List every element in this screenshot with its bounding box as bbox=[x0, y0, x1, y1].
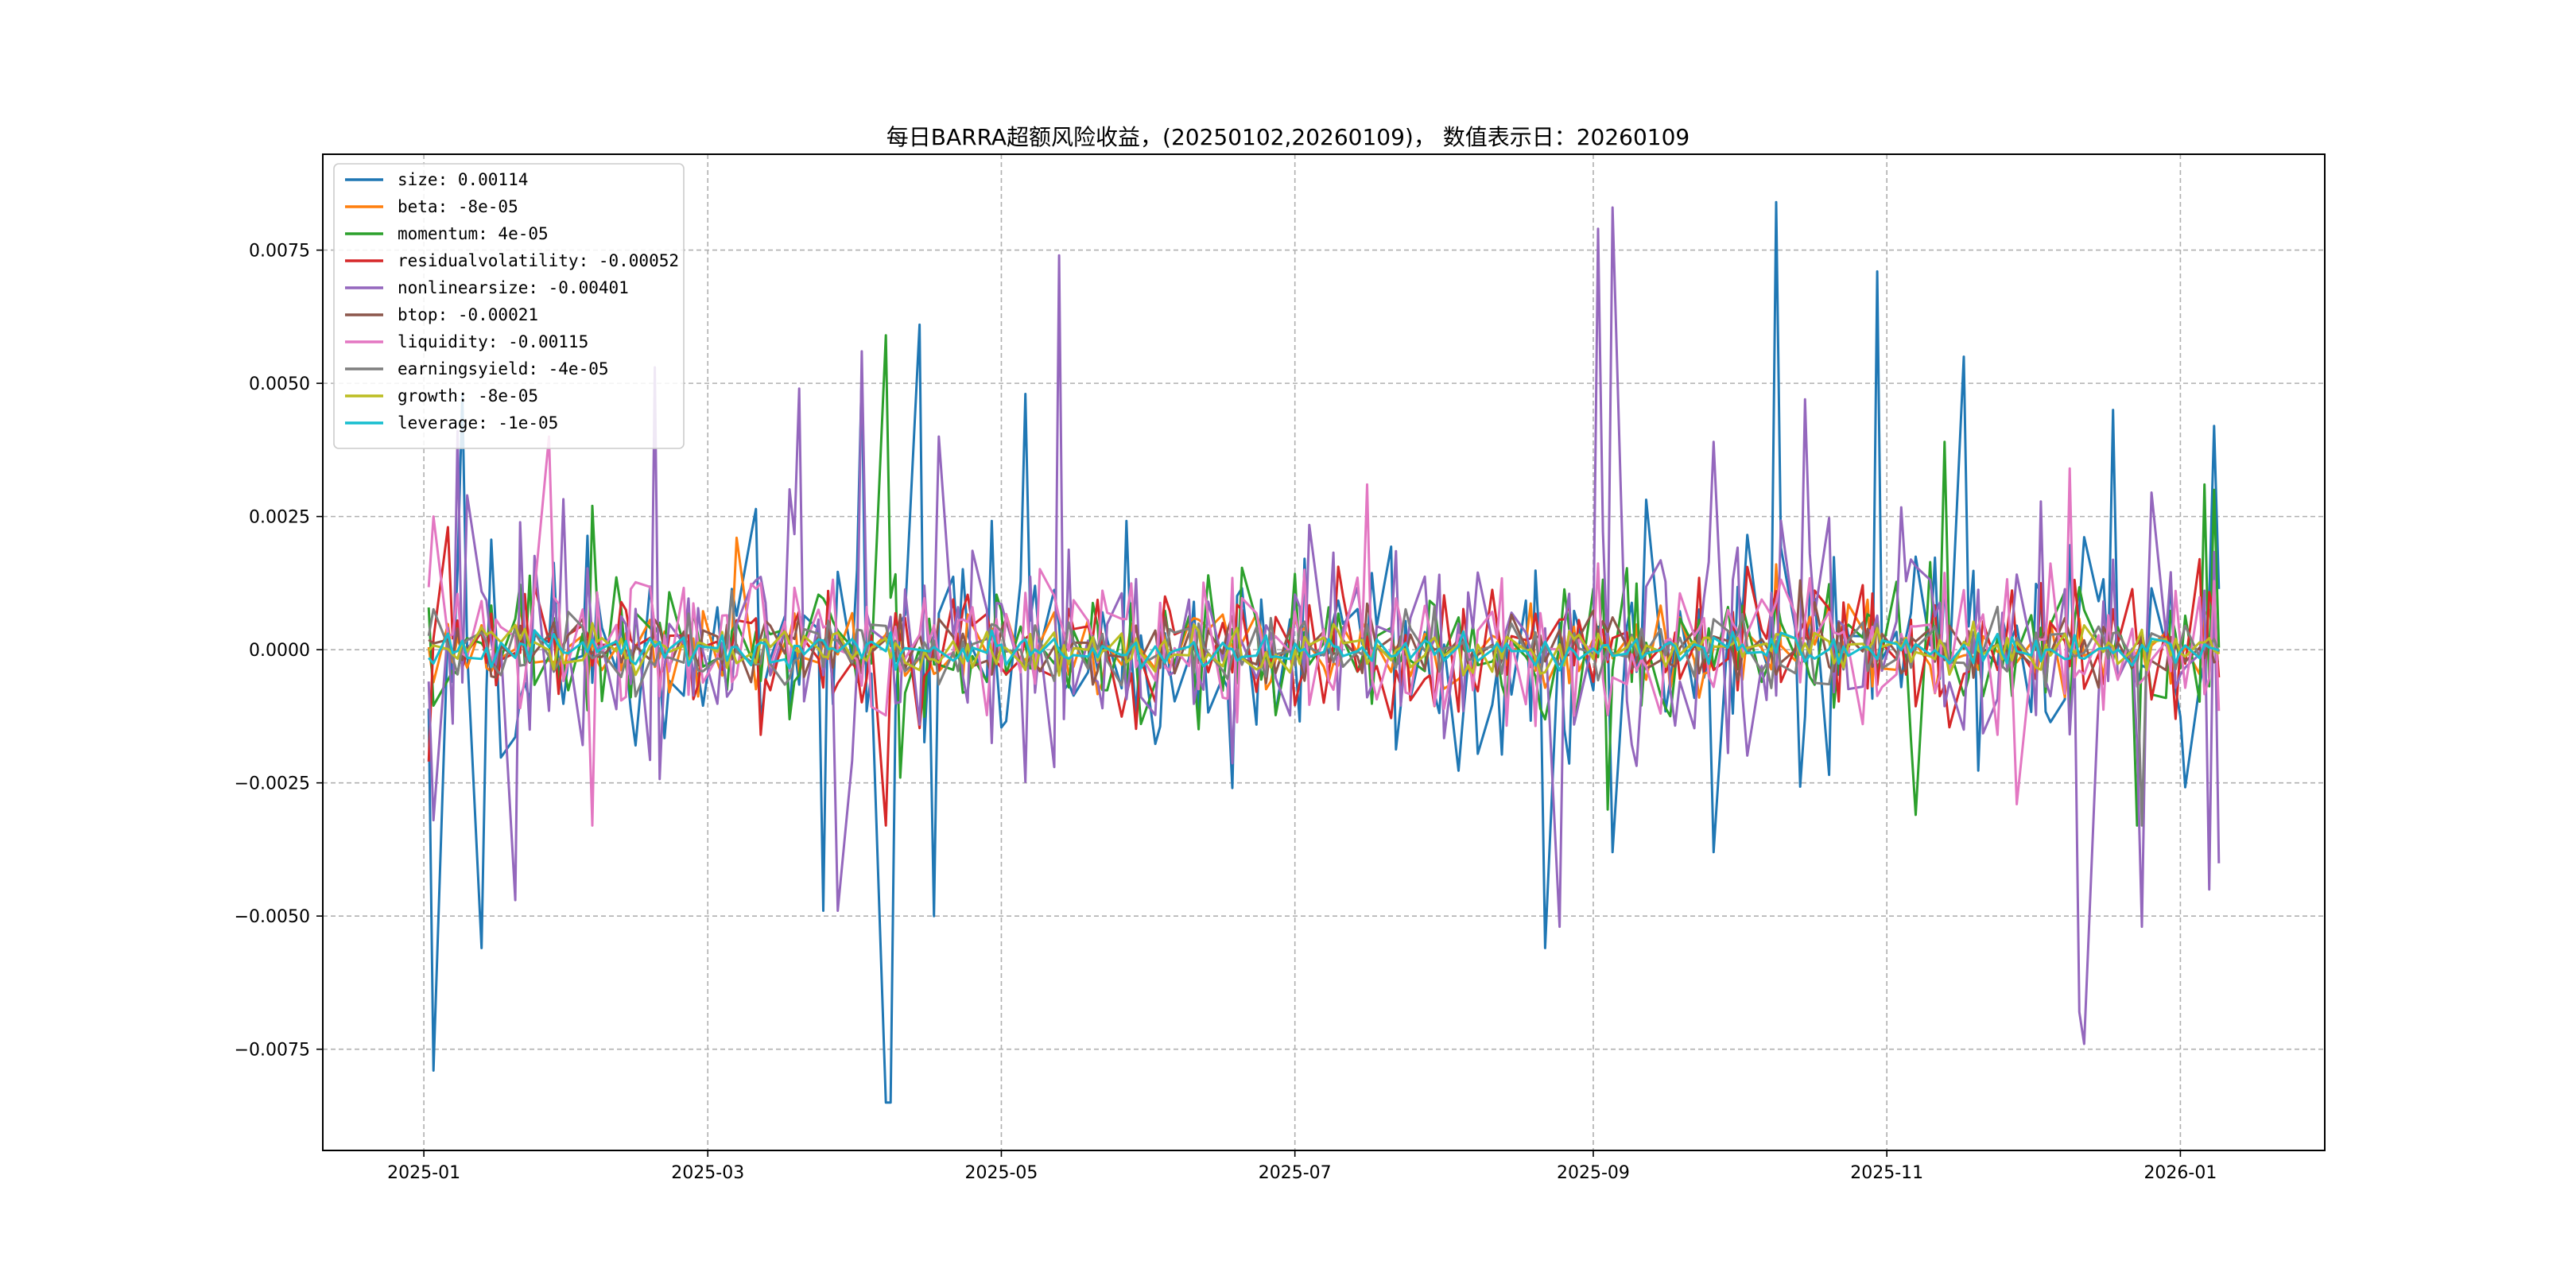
legend-box bbox=[333, 163, 685, 449]
series-line-leverage bbox=[428, 629, 2220, 672]
legend-label-growth: growth: -8e-05 bbox=[398, 386, 538, 405]
plot-frame bbox=[322, 153, 2326, 1151]
legend-label-momentum: momentum: 4e-05 bbox=[398, 224, 549, 243]
y-tick-label: −0.0025 bbox=[235, 774, 310, 794]
x-tick-label: 2025-07 bbox=[1259, 1163, 1332, 1183]
grid-lines bbox=[323, 154, 2325, 1150]
series-line-momentum bbox=[427, 334, 2221, 827]
y-tick-label: 0.0000 bbox=[249, 641, 310, 661]
series-lines bbox=[427, 200, 2221, 1104]
x-tick-label: 2025-01 bbox=[387, 1163, 460, 1183]
legend-label-beta: beta: -8e-05 bbox=[398, 197, 518, 216]
y-tick-label: 0.0050 bbox=[249, 374, 310, 394]
legend-label-size: size: 0.00114 bbox=[398, 170, 528, 189]
legend-label-liquidity: liquidity: -0.00115 bbox=[398, 332, 588, 351]
legend-label-residualvolatility: residualvolatility: -0.00052 bbox=[398, 251, 679, 270]
y-tick-label: −0.0075 bbox=[235, 1041, 310, 1061]
x-tick-label: 2025-09 bbox=[1557, 1163, 1630, 1183]
series-line-growth bbox=[428, 620, 2220, 677]
chart-title: 每日BARRA超额风险收益，(20250102,20260109)， 数值表示日… bbox=[886, 124, 1690, 150]
legend-label-nonlinearsize: nonlinearsize: -0.00401 bbox=[398, 278, 629, 297]
x-tick-label: 2025-11 bbox=[1850, 1163, 1923, 1183]
y-tick-label: 0.0075 bbox=[249, 242, 310, 262]
y-tick-label: −0.0050 bbox=[235, 907, 310, 927]
legend-label-leverage: leverage: -1e-05 bbox=[398, 413, 558, 433]
legend-label-earningsyield: earningsyield: -4e-05 bbox=[398, 359, 609, 378]
x-tick-label: 2025-05 bbox=[964, 1163, 1038, 1183]
axes: 2025-01 2025-03 2025-05 2025-07 2025-09 2025-… bbox=[235, 242, 2217, 1183]
x-tick-label: 2025-03 bbox=[671, 1163, 744, 1183]
x-tick-label: 2026-01 bbox=[2143, 1163, 2217, 1183]
y-tick-label: 0.0025 bbox=[249, 508, 310, 528]
legend: size: 0.00114 beta: -8e-05 momentum: 4e-05… bbox=[333, 163, 685, 449]
legend-label-btop: btop: -0.00021 bbox=[398, 305, 538, 324]
